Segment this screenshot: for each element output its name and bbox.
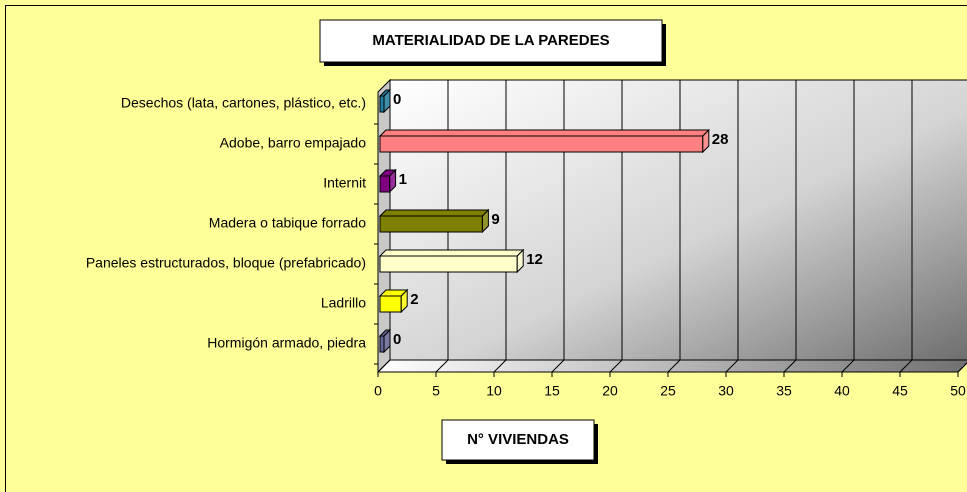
data-label: 28 — [712, 131, 729, 148]
grid-line — [493, 80, 507, 373]
y-tick-label: Adobe, barro empajado — [220, 135, 367, 151]
x-tick-label: 20 — [602, 383, 618, 399]
data-label: 9 — [491, 211, 499, 228]
x-axis-label: N° VIVIENDAS — [467, 431, 569, 448]
bar-front — [379, 95, 385, 113]
grid-line — [899, 80, 913, 373]
data-label: 0 — [393, 331, 401, 348]
data-label: 0 — [393, 91, 401, 108]
bar — [378, 208, 490, 234]
grid-line — [551, 80, 565, 373]
title-box — [319, 19, 663, 63]
bar-front — [379, 295, 402, 313]
bar-front — [379, 215, 483, 233]
grid — [377, 80, 967, 373]
bar-front — [379, 255, 518, 273]
x-tick-label: 30 — [718, 383, 734, 399]
x-tick-label: 40 — [834, 383, 850, 399]
bar-side — [389, 168, 397, 194]
floor — [376, 359, 967, 373]
bar — [378, 328, 392, 354]
chart-title: MATERIALIDAD DE LA PAREDES — [372, 32, 609, 49]
bar — [378, 128, 711, 154]
x-tick-label: 0 — [374, 383, 382, 399]
bar — [378, 248, 525, 274]
bar — [378, 168, 397, 194]
grid-line — [783, 80, 797, 373]
bar-top — [378, 249, 525, 257]
x-tick-label: 5 — [432, 383, 440, 399]
data-label: 1 — [399, 171, 407, 188]
bar-side — [383, 328, 391, 354]
bar-front — [379, 175, 391, 193]
x-tick-label: 50 — [950, 383, 966, 399]
grid-line — [725, 80, 739, 373]
bar — [378, 88, 392, 114]
bar-top — [378, 209, 490, 217]
chart-border — [5, 5, 967, 492]
bar-side — [516, 248, 524, 274]
grid-line — [667, 80, 681, 373]
x-tick-label: 10 — [486, 383, 502, 399]
axis-label-box — [441, 419, 595, 461]
y-tick-label: Ladrillo — [321, 295, 366, 311]
bar-side — [383, 88, 391, 114]
grid-line — [841, 80, 855, 373]
bars — [378, 88, 711, 354]
bar-top — [378, 129, 711, 137]
data-label: 12 — [526, 251, 543, 268]
bar — [378, 288, 409, 314]
grid-line — [435, 80, 449, 373]
y-tick-label: Madera o tabique forrado — [209, 215, 366, 231]
grid-line — [609, 80, 623, 373]
y-tick-label: Desechos (lata, cartones, plástico, etc.… — [121, 95, 366, 111]
bar-side — [702, 128, 710, 154]
bar-front — [379, 135, 704, 153]
data-label: 2 — [410, 291, 418, 308]
y-tick-label: Hormigón armado, piedra — [207, 335, 366, 351]
x-tick-label: 25 — [660, 383, 676, 399]
bar-side — [481, 208, 489, 234]
x-tick-label: 15 — [544, 383, 560, 399]
y-tick-label: Internit — [323, 175, 366, 191]
x-tick-label: 35 — [776, 383, 792, 399]
bar-front — [379, 335, 385, 353]
y-tick-label: Paneles estructurados, bloque (prefabric… — [86, 255, 366, 271]
grid-line — [957, 362, 967, 373]
bar-side — [400, 288, 408, 314]
x-tick-label: 45 — [892, 383, 908, 399]
